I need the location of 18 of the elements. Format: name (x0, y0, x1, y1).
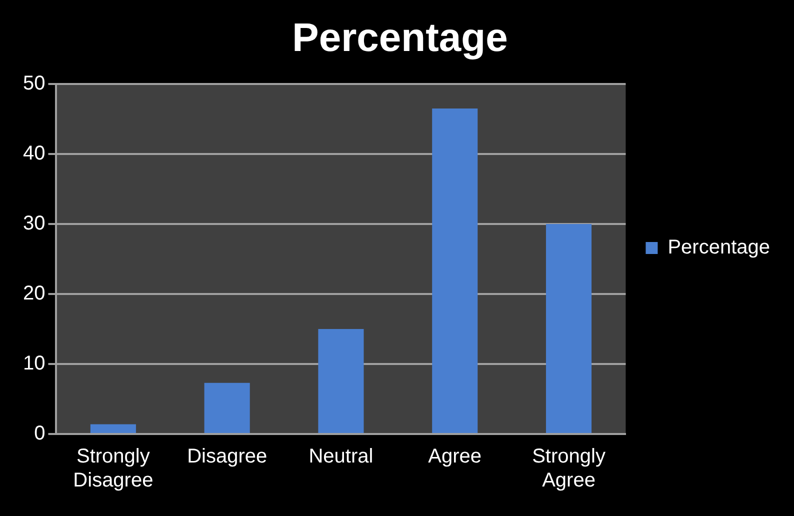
bar (546, 224, 592, 433)
bar (432, 108, 478, 433)
x-tick-label: Strongly Disagree (73, 446, 154, 492)
bar (318, 329, 364, 433)
x-tick-label: Strongly Agree (532, 446, 606, 492)
bar (90, 424, 136, 433)
x-tick-label: Neutral (308, 446, 374, 468)
bar (204, 382, 250, 433)
y-tick-label: 50 (22, 72, 46, 95)
y-tick-label: 10 (22, 352, 46, 375)
chart-title: Percentage (292, 16, 508, 60)
y-tick-label: 30 (22, 212, 46, 235)
y-tick-label: 0 (34, 422, 46, 445)
x-tick-label: Disagree (187, 446, 268, 468)
y-tick-label: 40 (22, 142, 46, 165)
x-tick-label: Agree (428, 446, 482, 468)
legend-label: Percentage (668, 236, 770, 259)
y-tick-label: 20 (22, 282, 46, 305)
